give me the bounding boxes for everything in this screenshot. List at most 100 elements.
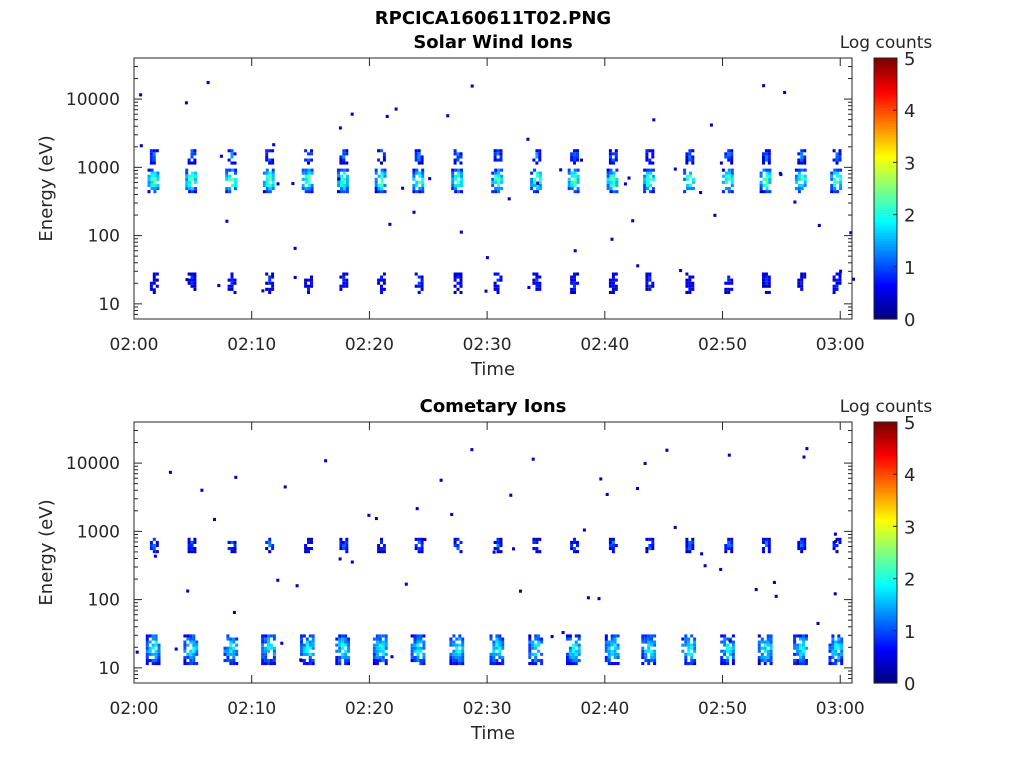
data-cell bbox=[231, 168, 235, 172]
data-cell bbox=[227, 284, 231, 288]
data-cell bbox=[830, 190, 834, 194]
data-cell bbox=[731, 659, 735, 663]
data-cell bbox=[832, 149, 836, 153]
data-cell bbox=[763, 646, 767, 650]
data-cell bbox=[793, 662, 797, 666]
data-cell bbox=[420, 275, 424, 279]
data-cell bbox=[688, 275, 692, 279]
data-cell bbox=[834, 652, 838, 656]
data-cell bbox=[835, 155, 839, 159]
data-cell bbox=[724, 177, 728, 181]
data-cell bbox=[535, 161, 539, 165]
data-cell bbox=[838, 278, 842, 282]
data-cell bbox=[344, 662, 348, 666]
data-cell bbox=[380, 177, 384, 181]
data-cell bbox=[458, 643, 462, 647]
data-cell bbox=[762, 272, 765, 276]
data-cell bbox=[726, 649, 730, 653]
data-cell bbox=[497, 190, 501, 194]
colorbar-segment bbox=[874, 313, 897, 317]
data-cell bbox=[461, 649, 465, 653]
data-cell bbox=[457, 174, 461, 178]
colorbar-segment bbox=[874, 596, 897, 601]
data-cell bbox=[154, 643, 158, 647]
data-cell bbox=[730, 171, 734, 175]
data-cell bbox=[687, 637, 691, 641]
colorbar-segment bbox=[874, 277, 897, 281]
data-cell bbox=[834, 646, 838, 650]
data-cell bbox=[647, 646, 651, 650]
data-cell bbox=[189, 634, 193, 638]
data-cell bbox=[688, 540, 692, 544]
data-cell bbox=[342, 149, 346, 153]
data-cell bbox=[271, 180, 275, 184]
data-cell bbox=[835, 284, 839, 288]
data-cell bbox=[644, 659, 648, 663]
colorbar-segment bbox=[874, 201, 897, 205]
data-cell bbox=[451, 174, 455, 178]
data-cell bbox=[691, 149, 695, 153]
data-cell bbox=[606, 183, 610, 187]
data-cell bbox=[449, 640, 453, 644]
data-cell bbox=[804, 646, 808, 650]
data-cell bbox=[604, 659, 608, 663]
colorbar-segment bbox=[874, 568, 897, 572]
data-cell bbox=[460, 171, 463, 175]
data-cell bbox=[538, 174, 542, 178]
data-cell bbox=[449, 643, 453, 647]
data-cell bbox=[651, 540, 655, 544]
data-cell bbox=[763, 640, 767, 644]
data-cell bbox=[536, 183, 539, 187]
data-cell bbox=[685, 272, 689, 276]
data-cell bbox=[608, 155, 612, 159]
data-cell bbox=[828, 643, 832, 647]
data-cell bbox=[342, 187, 346, 191]
data-cell bbox=[729, 637, 732, 641]
colorbar-segment bbox=[874, 638, 897, 642]
data-cell bbox=[802, 640, 805, 644]
data-cell bbox=[185, 278, 189, 282]
data-cell bbox=[374, 180, 378, 184]
data-cell bbox=[693, 643, 697, 647]
data-cell bbox=[643, 190, 647, 194]
data-cell bbox=[576, 180, 580, 184]
x-tick-label: 02:20 bbox=[345, 699, 394, 719]
colorbar-segment bbox=[874, 523, 897, 527]
data-cell bbox=[836, 168, 840, 172]
colorbar-segment bbox=[874, 128, 897, 132]
colorbar-segment bbox=[874, 131, 897, 135]
data-cell bbox=[693, 659, 697, 663]
data-cell bbox=[304, 168, 308, 172]
data-cell bbox=[726, 655, 730, 659]
data-cell bbox=[268, 544, 272, 548]
data-cell bbox=[571, 652, 575, 656]
data-cell bbox=[367, 513, 371, 517]
data-cell bbox=[684, 637, 688, 641]
data-cell bbox=[452, 649, 456, 653]
data-cell bbox=[193, 550, 197, 554]
data-cell bbox=[147, 190, 151, 194]
data-cell bbox=[345, 190, 349, 194]
data-cell bbox=[150, 174, 154, 178]
data-cell bbox=[380, 278, 383, 282]
data-cell bbox=[302, 662, 306, 666]
data-cell bbox=[645, 550, 649, 554]
data-cell bbox=[535, 155, 539, 159]
data-cell bbox=[534, 655, 538, 659]
data-cell bbox=[412, 168, 416, 172]
data-cell bbox=[452, 662, 456, 666]
data-cell bbox=[687, 643, 691, 647]
data-cell bbox=[684, 662, 688, 666]
data-cell bbox=[604, 640, 608, 644]
data-cell bbox=[384, 637, 388, 641]
data-cell bbox=[724, 187, 728, 191]
colorbar-segment bbox=[874, 633, 897, 637]
data-cell bbox=[691, 287, 695, 291]
data-cell bbox=[535, 284, 539, 288]
data-cell bbox=[410, 646, 414, 650]
data-cell bbox=[764, 272, 768, 276]
data-cell bbox=[726, 637, 730, 641]
data-cell bbox=[616, 643, 620, 647]
